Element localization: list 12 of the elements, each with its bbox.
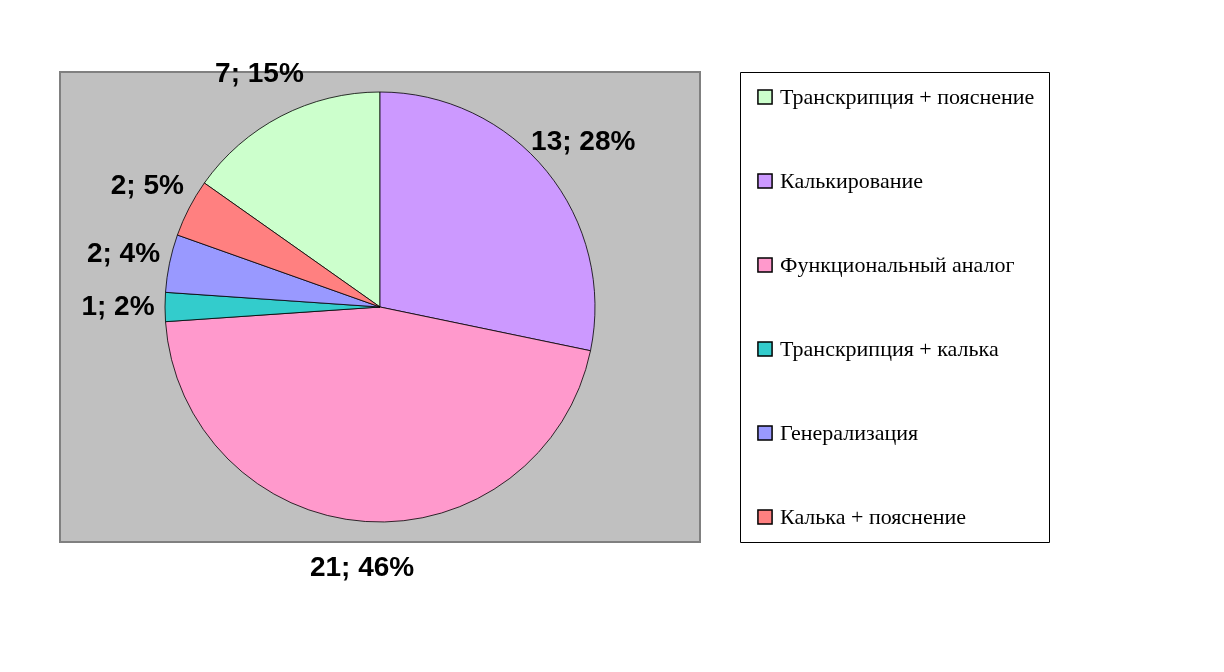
legend-label: Транскрипция + калька [780,336,999,361]
data-label: 13; 28% [531,124,636,156]
data-label: 1; 2% [81,290,155,321]
data-label: 2; 4% [86,236,161,268]
data-label: 21; 46% [309,551,415,583]
legend-label: Генерализация [780,420,919,445]
data-label: 2; 5% [110,169,185,201]
legend-label: Калькирование [780,168,923,193]
data-label: 7; 15% [215,57,304,89]
legend-label: Калька + пояснение [780,504,966,529]
legend-label: Транскрипция + пояснение [780,84,1035,109]
legend-label: Функциональный аналог [780,252,1015,277]
